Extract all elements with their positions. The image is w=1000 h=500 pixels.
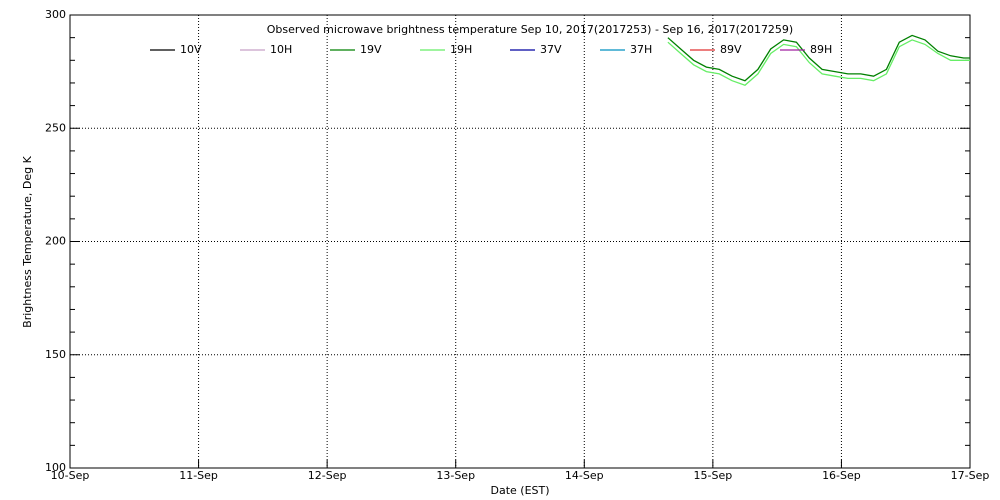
y-axis-label: Brightness Temperature, Deg K: [21, 155, 34, 327]
legend-label: 19H: [450, 43, 472, 56]
legend-label: 89V: [720, 43, 742, 56]
x-tick-label: 14-Sep: [565, 469, 604, 482]
legend-label: 10V: [180, 43, 202, 56]
y-tick-label: 250: [45, 121, 66, 134]
chart-title: Observed microwave brightness temperatur…: [267, 23, 793, 36]
legend-label: 19V: [360, 43, 382, 56]
legend-label: 89H: [810, 43, 832, 56]
x-tick-label: 16-Sep: [822, 469, 861, 482]
x-tick-label: 10-Sep: [51, 469, 90, 482]
y-tick-label: 150: [45, 348, 66, 361]
legend-label: 37V: [540, 43, 562, 56]
series-line: [667, 34, 970, 82]
x-tick-label: 11-Sep: [179, 469, 218, 482]
y-tick-label: 200: [45, 235, 66, 248]
legend-label: 37H: [630, 43, 652, 56]
x-tick-label: 17-Sep: [951, 469, 990, 482]
y-tick-label: 100: [45, 461, 66, 474]
series-line: [667, 39, 970, 86]
x-tick-label: 12-Sep: [308, 469, 347, 482]
x-tick-label: 13-Sep: [436, 469, 475, 482]
x-tick-label: 15-Sep: [694, 469, 733, 482]
legend-label: 10H: [270, 43, 292, 56]
x-axis-label: Date (EST): [490, 484, 549, 497]
y-tick-label: 300: [45, 8, 66, 21]
